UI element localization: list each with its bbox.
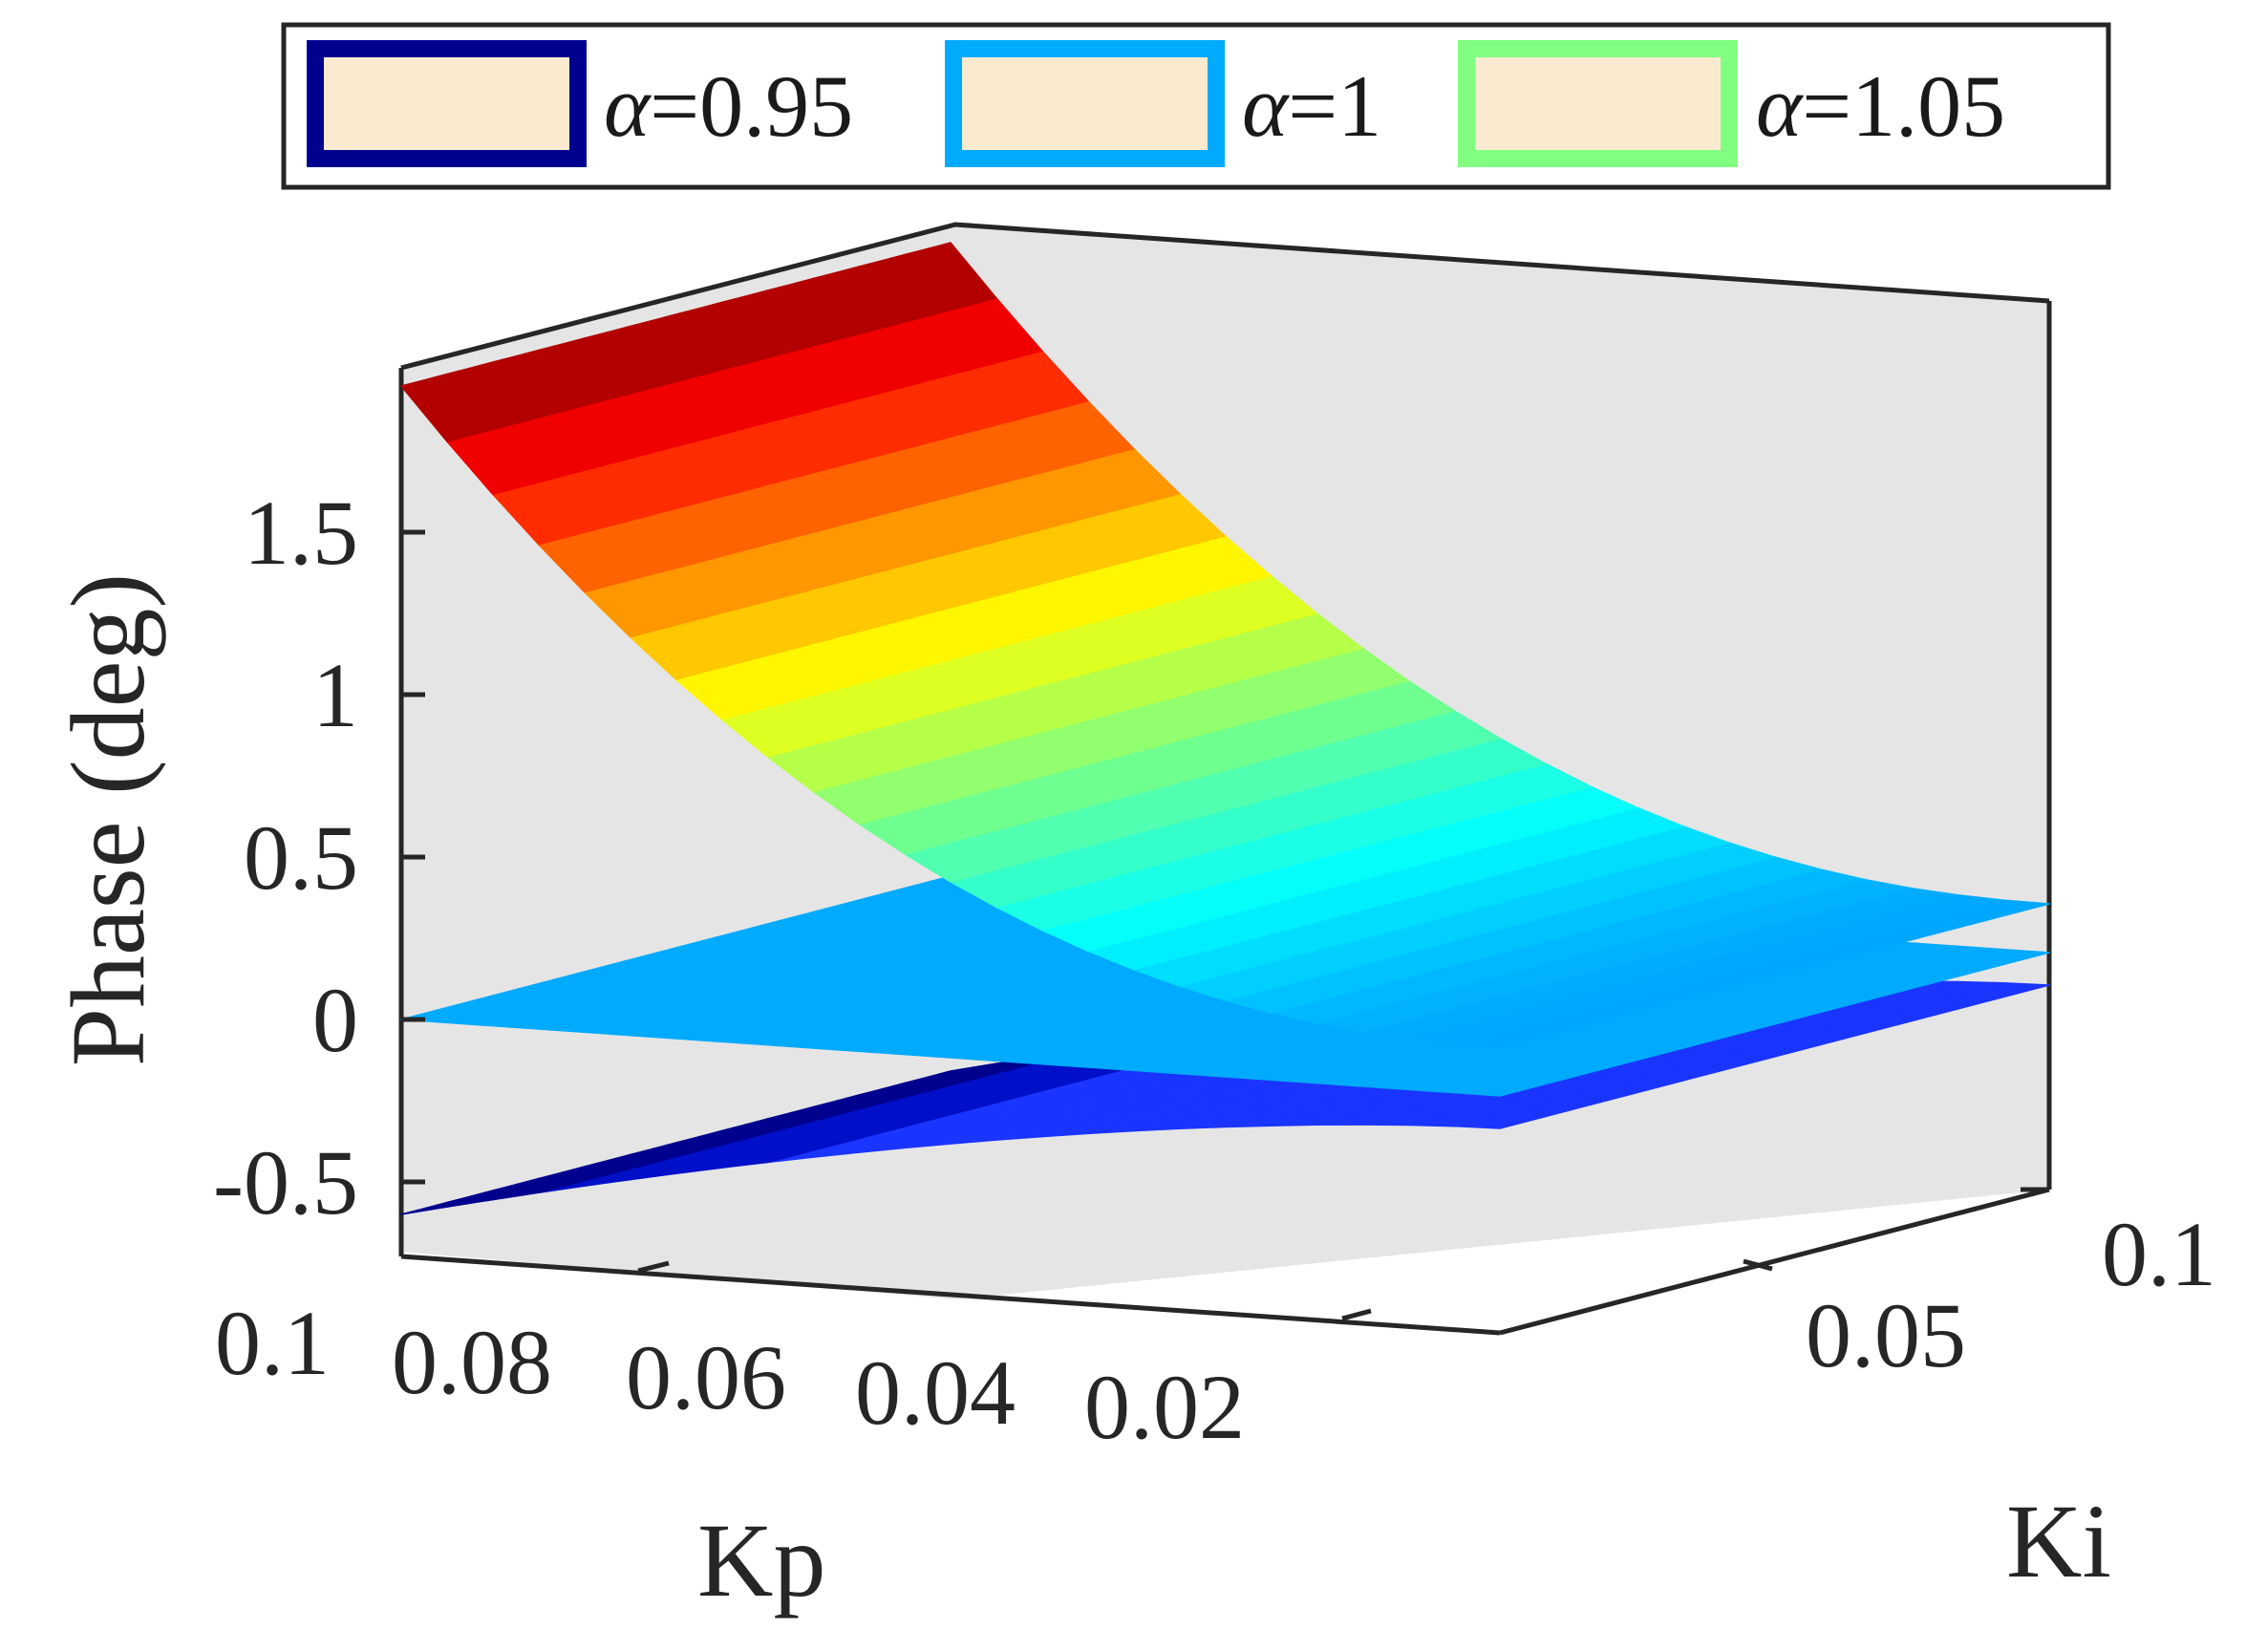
- legend-value: =0.95: [650, 57, 853, 155]
- surfaces-group: [400, 242, 2050, 1215]
- surface-alpha-105-patch: [400, 379, 471, 442]
- axes-box: [398, 222, 2052, 1336]
- z-tick-label: 1.5: [244, 482, 358, 584]
- z-tick-label: 0: [312, 969, 358, 1071]
- axis-ticks: [401, 529, 2049, 1321]
- x-tick-labels: 0.1 0.08 0.06 0.04 0.02: [215, 1292, 1245, 1458]
- z-tick-label: 0.5: [244, 806, 358, 909]
- legend: α=0.95 α=1 α=1.05: [281, 22, 2111, 190]
- z-tick-labels: 1.5 1 0.5 0 -0.5: [213, 482, 358, 1234]
- legend-symbol: α: [1242, 57, 1290, 155]
- x-axis-label: Kp: [697, 1502, 825, 1619]
- y-axis-label: Ki: [2006, 1483, 2111, 1599]
- legend-symbol: α: [1756, 57, 1804, 155]
- y-tick-label: 0.05: [1806, 1284, 1966, 1386]
- z-axis-label: Phase (deg): [50, 573, 166, 1066]
- surface-alpha-095-patch: [400, 1200, 471, 1215]
- legend-label-alpha-095: α=0.95: [604, 57, 853, 155]
- legend-swatch-alpha-095: [307, 40, 587, 167]
- legend-label-alpha-105: α=1.05: [1756, 57, 2005, 155]
- x-tick-label: 0.1: [215, 1292, 330, 1394]
- legend-swatch-alpha-105: [1458, 40, 1738, 167]
- legend-value: =1.05: [1802, 57, 2005, 155]
- legend-label-alpha-1: α=1: [1242, 57, 1381, 155]
- y-tick-labels: 0.05 0.1: [1806, 1203, 2216, 1386]
- y-tick-label: 0.1: [2102, 1203, 2216, 1305]
- legend-symbol: α: [604, 57, 652, 155]
- x-tick-label: 0.06: [626, 1326, 786, 1428]
- x-tick-label: 0.04: [855, 1341, 1016, 1444]
- z-tick-label: -0.5: [213, 1131, 358, 1234]
- x-tick-label: 0.02: [1084, 1356, 1245, 1458]
- x-tick-label: 0.08: [392, 1311, 552, 1413]
- legend-value: =1: [1288, 57, 1381, 155]
- z-tick-label: 1: [312, 644, 358, 746]
- legend-swatch-alpha-1: [945, 40, 1225, 167]
